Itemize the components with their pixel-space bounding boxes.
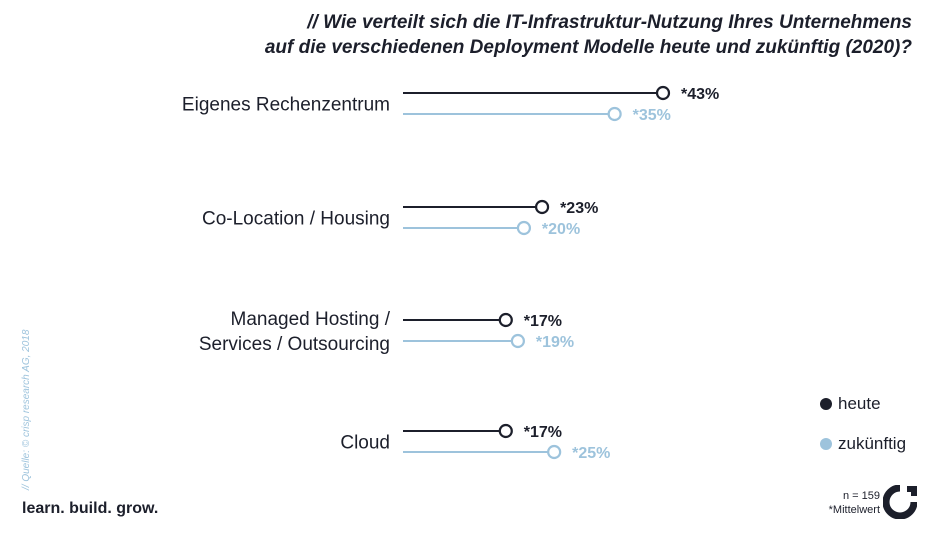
data-label-zukuenftig: *19% [536,334,574,351]
category-label: Managed Hosting / [231,309,391,330]
series-point-heute [655,85,671,101]
chart-title-line-2: auf die verschiedenen Deployment Modelle… [264,37,912,58]
category-label: Cloud [340,433,390,454]
data-label-heute: *17% [524,424,562,441]
series-point-zukuenftig [516,220,532,236]
legend-item-heute: heute [820,394,881,414]
category-label: Eigenes Rechenzentrum [182,95,390,116]
tagline: learn. build. grow. [22,500,159,517]
series-point-heute [534,199,550,215]
series-point-zukuenftig [510,333,525,349]
data-label-zukuenftig: *25% [572,445,610,462]
legend-item-zukuenftig: zukünftig [820,434,906,454]
sample-note: n = 159 *Mittelwert [829,489,880,517]
sample-size: n = 159 [842,490,880,502]
category-label: Co-Location / Housing [202,209,390,230]
data-label-zukuenftig: *35% [633,107,671,124]
legend-dot-zukuenftig-icon [820,438,832,450]
series-point-heute [498,312,513,328]
legend-dot-heute-icon [820,398,832,410]
legend-label-zukuenftig: zukünftig [838,434,907,453]
footnote: *Mittelwert [828,504,880,516]
chart-title-line-1: // Wie verteilt sich die IT-Infrastruktu… [307,12,912,33]
data-label-zukuenftig: *20% [542,221,580,238]
crisp-logo-icon [883,485,917,519]
legend-label-heute: heute [838,394,881,413]
source-note: // Quelle: © crisp research AG, 2018 [21,329,32,490]
chart-title: // Wie verteilt sich die IT-Infrastruktu… [265,10,912,60]
data-label-heute: *43% [681,86,719,103]
category-label: Services / Outsourcing [199,334,390,355]
series-point-zukuenftig [547,444,562,460]
series-point-heute [498,423,513,439]
series-point-zukuenftig [607,106,622,122]
data-label-heute: *17% [524,313,562,330]
data-label-heute: *23% [560,200,598,217]
